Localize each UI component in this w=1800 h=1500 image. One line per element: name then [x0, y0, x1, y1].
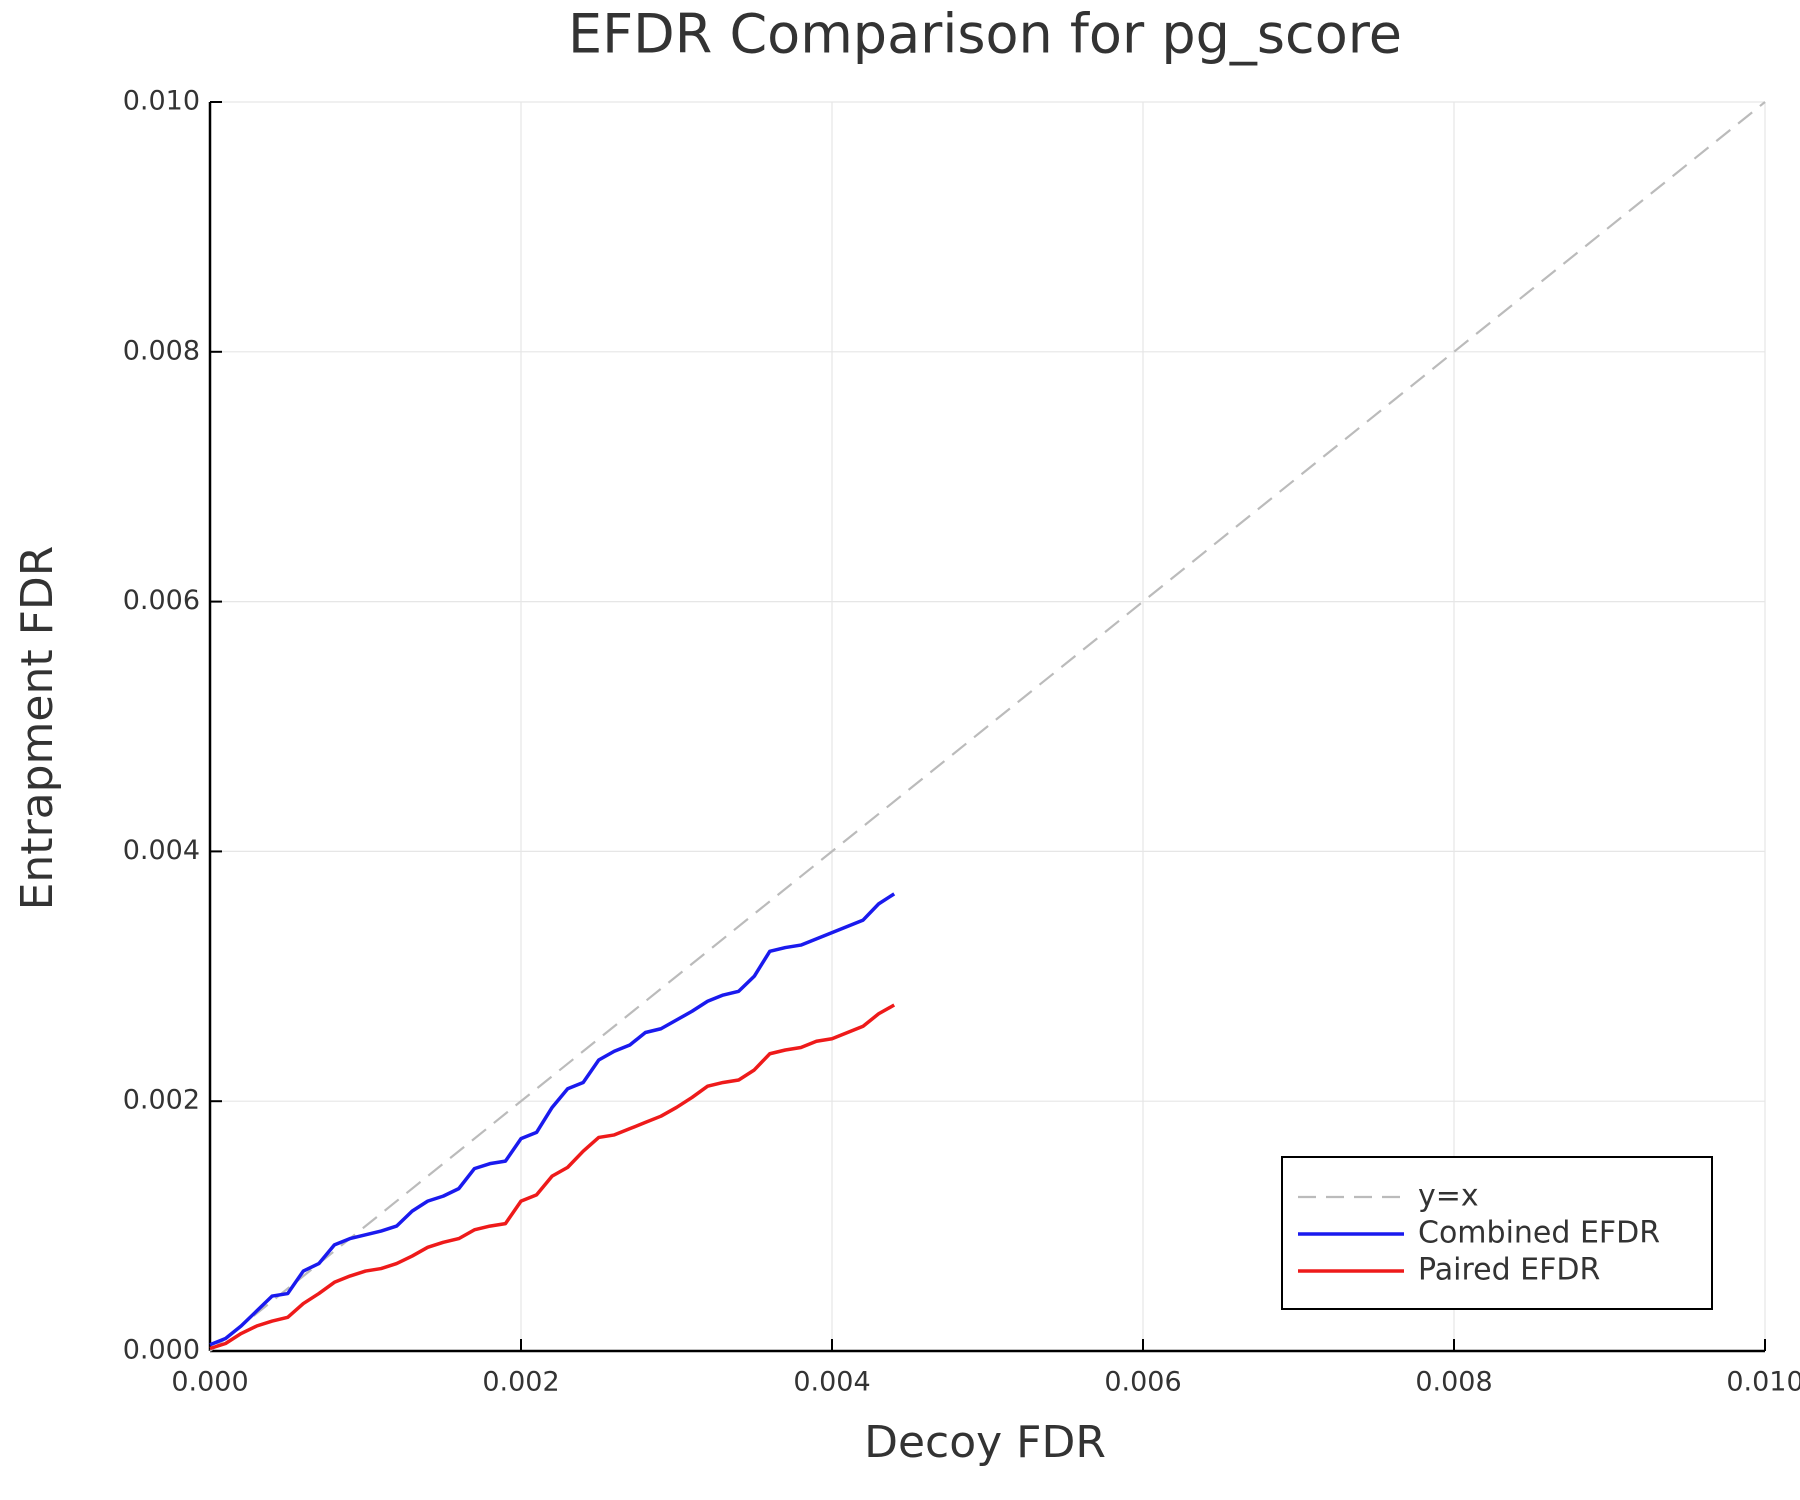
x-tick-label: 0.008 [1415, 1367, 1492, 1398]
x-tick-label: 0.000 [171, 1367, 248, 1398]
y-axis-label: Entrapment FDR [12, 546, 63, 911]
y-tick-label: 0.008 [123, 335, 200, 366]
chart-title: EFDR Comparison for pg_score [568, 3, 1402, 66]
y-tick-label: 0.006 [123, 585, 200, 616]
legend-label: Combined EFDR [1418, 1216, 1660, 1251]
series-line [209, 892, 896, 1347]
legend-label: Paired EFDR [1418, 1253, 1600, 1288]
y-tick-label: 0.010 [123, 86, 200, 117]
x-tick-label: 0.002 [482, 1367, 559, 1398]
x-tick-label: 0.004 [793, 1367, 870, 1398]
y-tick-label: 0.000 [123, 1335, 200, 1366]
series-line [209, 101, 1766, 1352]
x-tick-label: 0.010 [1726, 1367, 1800, 1398]
y-tick-label: 0.004 [123, 835, 200, 866]
x-axis-label: Decoy FDR [864, 1417, 1106, 1468]
series-line [209, 1003, 896, 1351]
y-tick-label: 0.002 [123, 1085, 200, 1116]
x-tick-label: 0.006 [1104, 1367, 1181, 1398]
legend-label: y=x [1418, 1179, 1479, 1214]
